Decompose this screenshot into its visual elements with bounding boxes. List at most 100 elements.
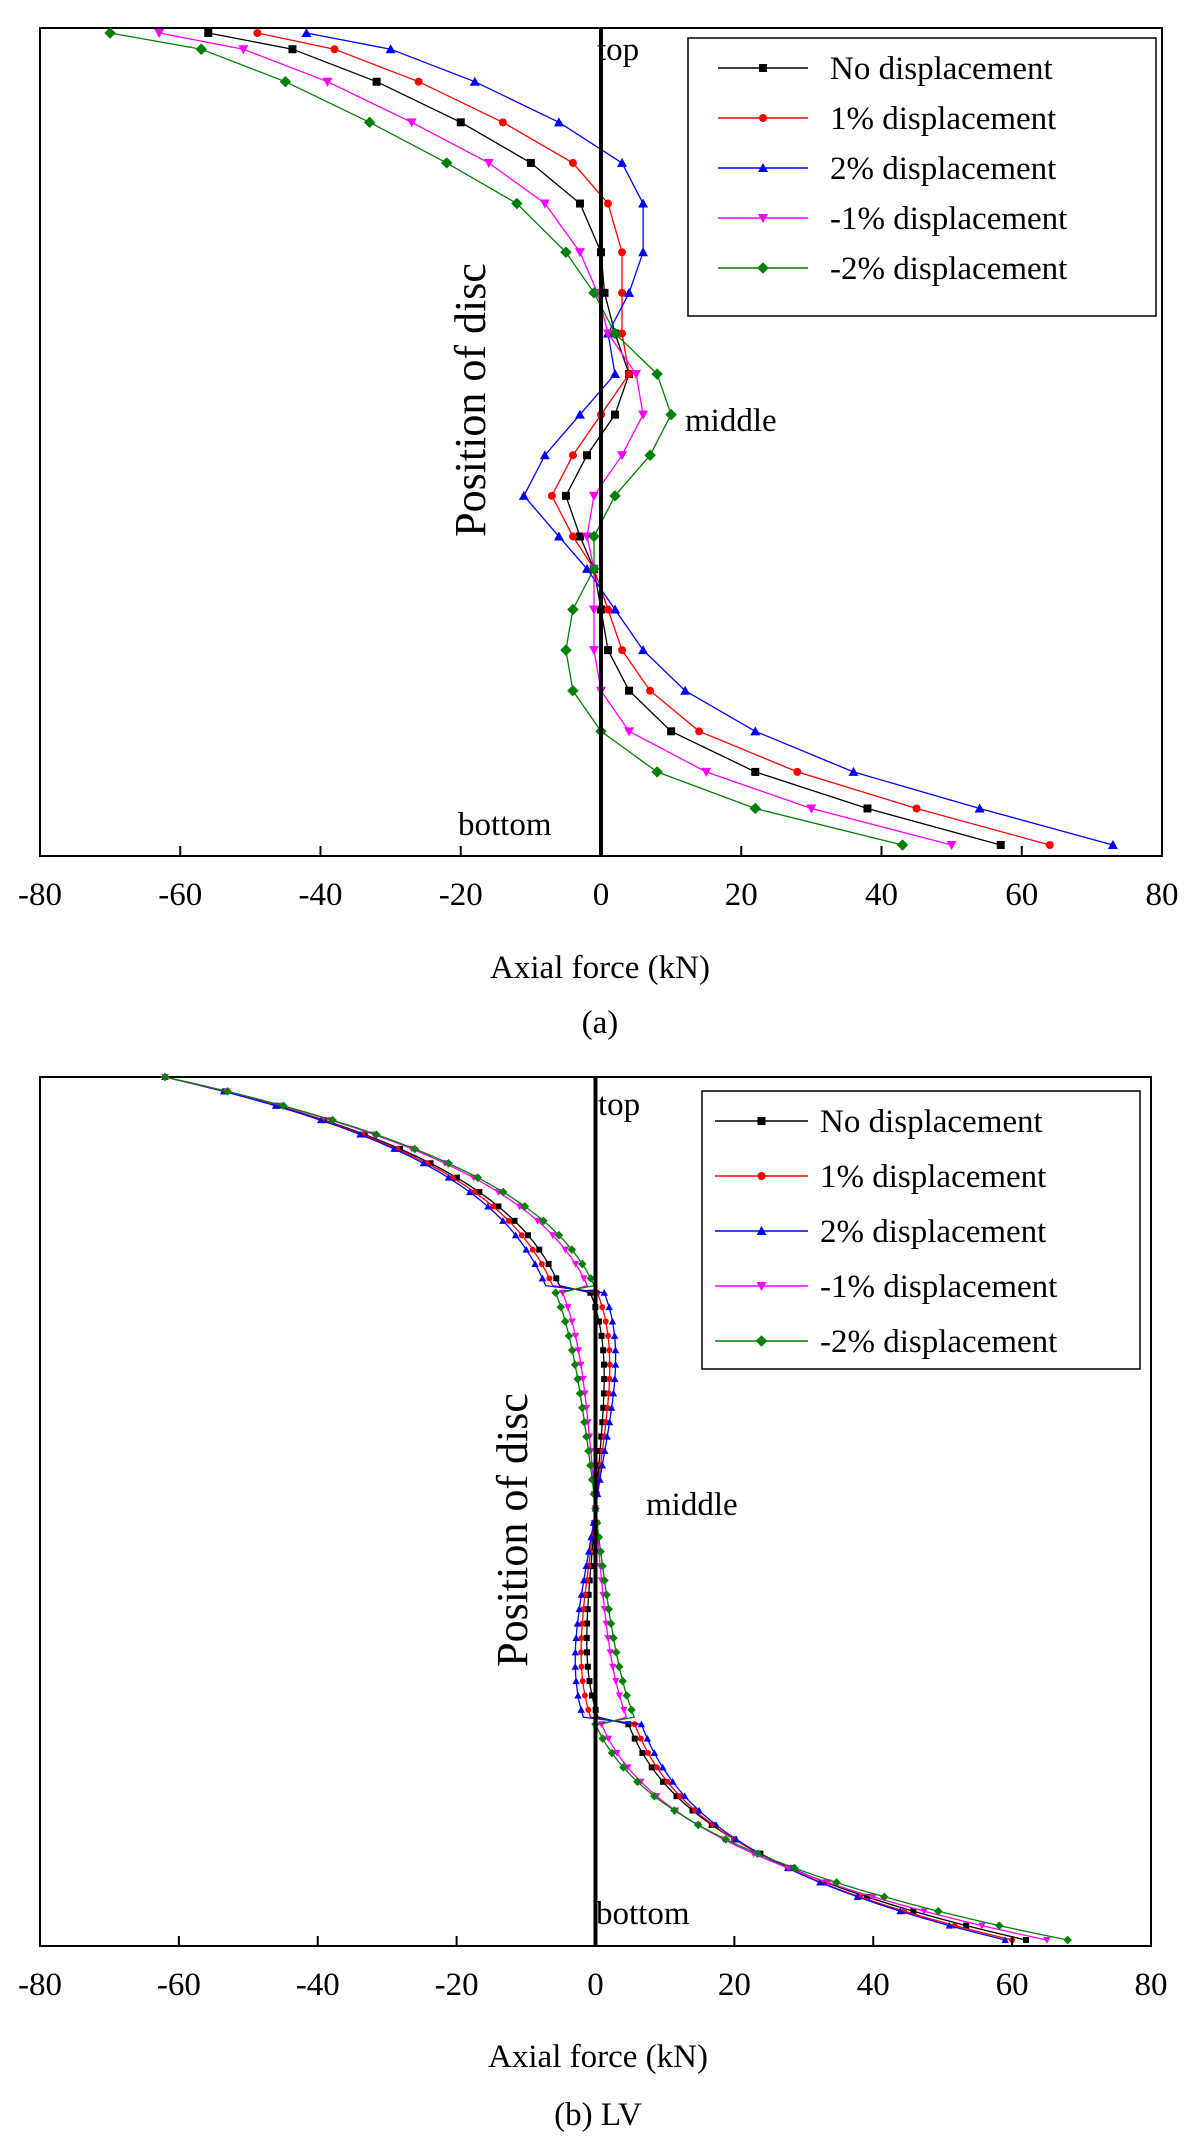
data-point xyxy=(601,1376,608,1383)
data-point xyxy=(390,1145,398,1152)
data-point xyxy=(579,1376,587,1383)
data-point xyxy=(441,157,453,169)
data-point xyxy=(581,532,592,542)
data-point xyxy=(556,1302,566,1312)
data-point xyxy=(721,1835,731,1844)
data-point xyxy=(1063,1935,1072,1945)
data-point xyxy=(578,1649,585,1656)
data-point xyxy=(619,1763,628,1772)
data-point xyxy=(606,1361,613,1368)
data-point xyxy=(639,1750,646,1757)
data-point xyxy=(104,27,116,39)
data-point xyxy=(793,767,802,776)
data-point xyxy=(573,1619,582,1627)
data-point xyxy=(974,803,985,813)
data-point xyxy=(584,1663,591,1670)
data-point xyxy=(643,1734,652,1742)
data-point xyxy=(553,531,564,541)
data-point xyxy=(620,1706,628,1714)
data-point xyxy=(869,1893,877,1901)
data-point xyxy=(611,1648,621,1657)
data-point xyxy=(567,1245,577,1254)
data-point xyxy=(580,1275,588,1283)
data-point xyxy=(963,1922,970,1929)
data-point xyxy=(653,1764,660,1771)
data-point xyxy=(573,1374,582,1384)
x-tick-label: -80 xyxy=(18,877,62,913)
x-tick-label: 40 xyxy=(857,1967,890,2003)
data-point xyxy=(554,1230,564,1240)
data-point xyxy=(732,1835,740,1843)
data-point xyxy=(473,1173,483,1182)
data-point xyxy=(579,1620,586,1627)
data-point xyxy=(567,1345,577,1355)
data-point xyxy=(288,45,297,54)
data-point xyxy=(571,1662,580,1670)
data-point xyxy=(385,44,396,54)
data-point xyxy=(568,451,577,460)
legend: No displacement 1% displacement 2% displac… xyxy=(687,37,1157,317)
data-point xyxy=(578,1259,587,1269)
data-point xyxy=(611,1375,619,1383)
data-point xyxy=(582,1432,591,1441)
data-point xyxy=(316,1116,325,1124)
data-point xyxy=(605,1332,612,1339)
data-point xyxy=(598,1561,607,1571)
data-point xyxy=(753,1849,763,1858)
data-point xyxy=(160,1072,170,1082)
data-point xyxy=(499,1217,507,1224)
data-point xyxy=(582,1562,590,1570)
annotation-bottom: bottom xyxy=(458,807,552,843)
data-point xyxy=(618,1676,627,1686)
data-point xyxy=(195,43,208,55)
data-point xyxy=(561,491,570,500)
data-point xyxy=(406,118,417,128)
data-point xyxy=(651,766,663,778)
legend-marker xyxy=(757,1172,766,1180)
series-line-1 xyxy=(257,32,1050,846)
data-point xyxy=(609,1663,617,1671)
data-point xyxy=(1001,1936,1009,1943)
x-tick-label: 60 xyxy=(1005,877,1038,913)
data-point xyxy=(848,766,859,776)
data-point xyxy=(518,1232,525,1239)
data-point xyxy=(853,1893,862,1900)
data-point xyxy=(578,1403,587,1413)
data-point xyxy=(664,1778,671,1785)
data-point xyxy=(604,1735,613,1743)
data-point xyxy=(816,1878,824,1886)
y-axis-label: Position of disc xyxy=(446,263,495,537)
data-point xyxy=(525,1232,532,1239)
y-axis-label: Position of disc xyxy=(488,1393,537,1667)
data-point xyxy=(637,1720,646,1728)
data-point xyxy=(484,1202,492,1210)
data-point xyxy=(625,370,634,379)
data-point xyxy=(624,727,635,737)
data-point xyxy=(575,199,584,208)
data-point xyxy=(832,1878,841,1887)
data-point xyxy=(419,1159,428,1167)
data-point xyxy=(610,369,621,379)
data-point xyxy=(695,727,704,736)
data-point xyxy=(223,1087,232,1096)
data-point xyxy=(631,1735,638,1742)
legend: No displacement 1% displacement 2% displac… xyxy=(701,1090,1141,1370)
data-point xyxy=(539,1216,548,1226)
data-point xyxy=(546,1275,553,1282)
data-point xyxy=(920,1908,928,1915)
data-point xyxy=(444,1173,453,1181)
data-point xyxy=(588,530,600,543)
data-point xyxy=(495,1203,502,1210)
legend-label: No displacement xyxy=(820,1104,1043,1140)
x-tick-label: -60 xyxy=(157,1967,201,2003)
data-point xyxy=(568,532,577,541)
data-point xyxy=(618,288,627,297)
data-point xyxy=(624,287,635,297)
data-point xyxy=(522,1245,530,1253)
data-point xyxy=(667,727,676,736)
caption: (a) xyxy=(582,1005,619,1041)
data-point xyxy=(604,199,613,208)
data-point xyxy=(548,1232,557,1239)
legend-marker xyxy=(759,64,767,72)
x-tick-label: 20 xyxy=(718,1967,751,2003)
